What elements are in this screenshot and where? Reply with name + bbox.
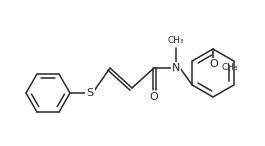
Text: S: S: [86, 88, 94, 98]
Text: O: O: [210, 59, 218, 69]
Text: N: N: [172, 63, 180, 73]
Text: CH₃: CH₃: [168, 36, 184, 45]
Text: O: O: [150, 92, 158, 102]
Text: CH₃: CH₃: [222, 62, 238, 72]
